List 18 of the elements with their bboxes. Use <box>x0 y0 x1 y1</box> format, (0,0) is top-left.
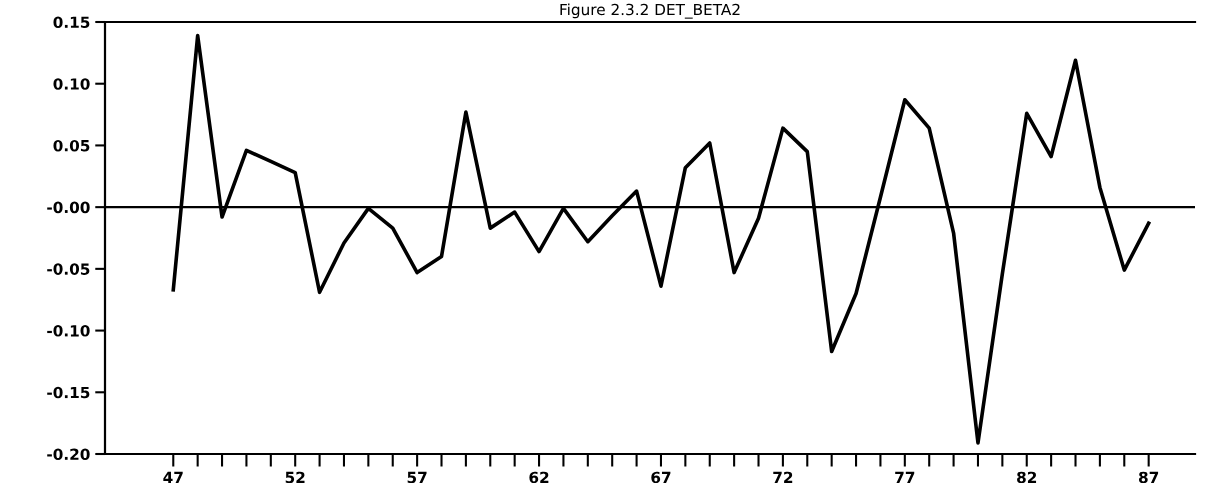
x-tick-label: 87 <box>1138 471 1159 483</box>
x-tick-label: 47 <box>163 471 183 483</box>
x-tick-label: 77 <box>895 471 915 483</box>
y-tick-label: -0.10 <box>47 325 90 337</box>
x-tick-label: 62 <box>529 471 549 483</box>
y-tick-label: 0.05 <box>53 139 90 152</box>
y-tick-label: -0.05 <box>47 263 90 275</box>
y-tick-label: -0.00 <box>47 201 90 214</box>
x-tick-label: 67 <box>651 471 671 483</box>
y-tick-label: 0.15 <box>53 16 90 29</box>
x-tick-label: 72 <box>773 471 793 483</box>
x-tick-label: 57 <box>407 471 427 483</box>
x-tick-label: 82 <box>1017 471 1037 483</box>
y-tick-label: -0.15 <box>47 386 90 399</box>
y-tick-label: 0.10 <box>53 78 90 90</box>
x-tick-label: 52 <box>285 471 305 483</box>
chart-title: Figure 2.3.2 DET_BETA2 <box>560 3 740 19</box>
y-tick-label: -0.20 <box>47 448 90 461</box>
